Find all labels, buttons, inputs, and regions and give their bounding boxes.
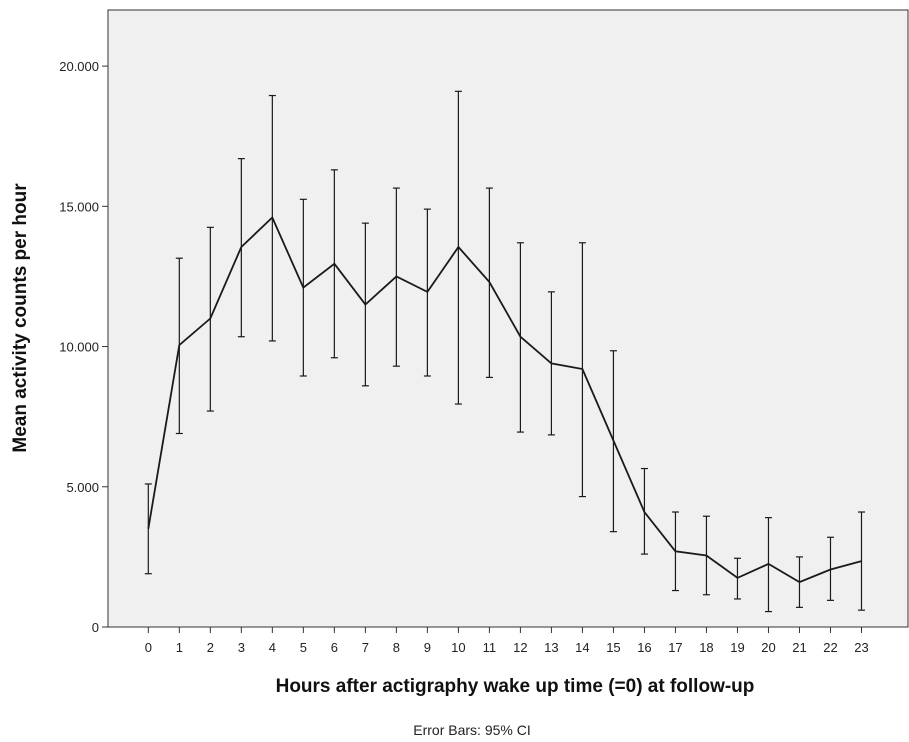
y-tick-label: 15.000 — [59, 199, 99, 214]
error-bars-footnote: Error Bars: 95% CI — [413, 722, 530, 738]
x-tick-label: 21 — [792, 640, 806, 655]
x-tick-label: 9 — [424, 640, 431, 655]
x-tick-label: 8 — [393, 640, 400, 655]
series-line — [147, 215, 862, 584]
x-axis-title: Hours after actigraphy wake up time (=0)… — [276, 676, 755, 697]
x-axis-ticks: 0 1 2 3 4 5 6 7 8 9 10 11 12 13 14 15 16 17 18 19 20 21 22 23 — [145, 627, 869, 655]
x-tick-label: 18 — [699, 640, 713, 655]
x-tick-label: 14 — [575, 640, 589, 655]
x-tick-label: 7 — [362, 640, 369, 655]
plot-area — [107, 9, 909, 628]
x-tick-label: 17 — [668, 640, 682, 655]
y-tick-label: 10.000 — [59, 340, 99, 355]
x-tick-label: 11 — [483, 640, 497, 655]
x-tick-label: 15 — [606, 640, 620, 655]
x-tick-label: 19 — [730, 640, 744, 655]
y-axis-ticks: 0 5.000 10.000 15.000 20.000 — [59, 59, 108, 635]
x-tick-label: 22 — [823, 640, 837, 655]
x-tick-label: 4 — [269, 640, 276, 655]
x-tick-label: 2 — [207, 640, 214, 655]
error-bar — [144, 483, 152, 575]
x-tick-label: 3 — [238, 640, 245, 655]
x-tick-label: 12 — [513, 640, 527, 655]
x-tick-label: 5 — [300, 640, 307, 655]
x-tick-label: 6 — [331, 640, 338, 655]
x-tick-label: 1 — [176, 640, 183, 655]
x-tick-label: 13 — [544, 640, 558, 655]
x-tick-label: 10 — [451, 640, 465, 655]
x-tick-label: 20 — [761, 640, 775, 655]
x-tick-label: 16 — [637, 640, 651, 655]
y-tick-label: 0 — [92, 620, 99, 635]
x-tick-label: 23 — [854, 640, 868, 655]
x-tick-label: 0 — [145, 640, 152, 655]
y-tick-label: 20.000 — [59, 59, 99, 74]
y-tick-label: 5.000 — [66, 480, 99, 495]
y-axis-title: Mean activity counts per hour — [10, 183, 31, 453]
